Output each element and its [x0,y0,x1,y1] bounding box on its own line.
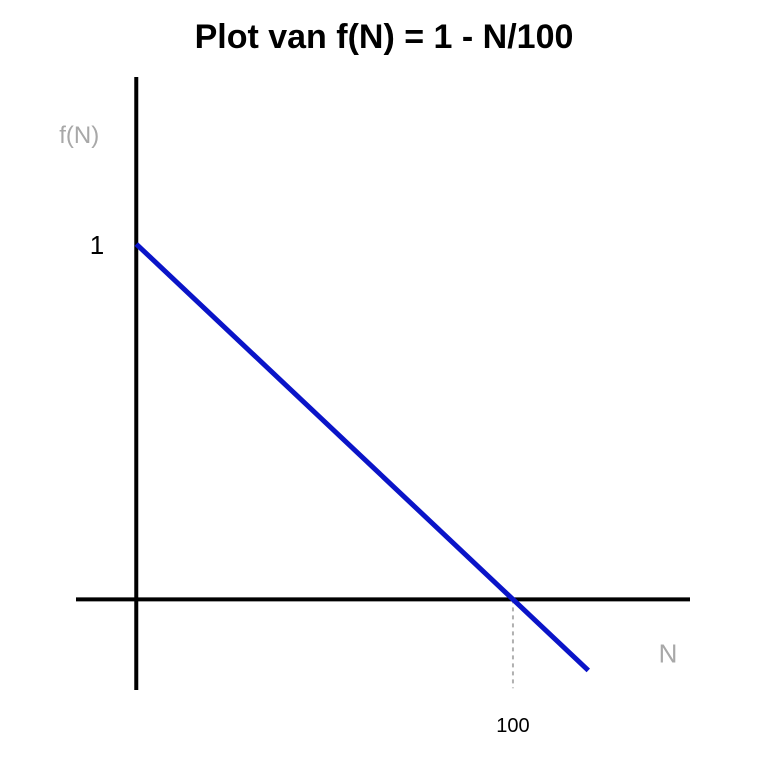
y-axis-label: f(N) [59,122,99,149]
x-axis-label: N [659,638,678,668]
chart-title: Plot van f(N) = 1 - N/100 [194,18,574,56]
series-line-0 [134,242,591,673]
y-tick-label: 1 [90,230,104,260]
x-tick-label: 100 [496,715,529,737]
